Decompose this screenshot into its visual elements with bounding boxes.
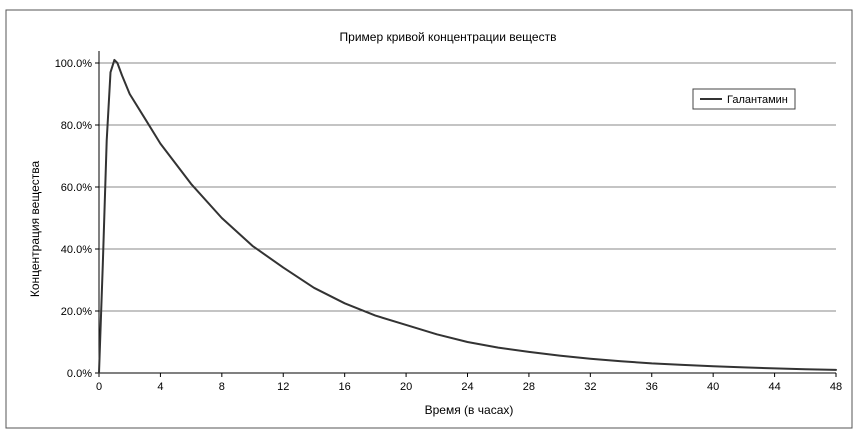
y-tick-label: 80.0% <box>61 120 92 132</box>
x-tick-label: 48 <box>830 381 842 393</box>
x-tick-label: 4 <box>157 381 163 393</box>
x-tick-label: 40 <box>707 381 719 393</box>
x-tick-label: 24 <box>461 381 473 393</box>
y-tick-label: 60.0% <box>61 182 92 194</box>
gridlines <box>99 62 836 312</box>
x-tick-label: 32 <box>584 381 596 393</box>
x-tick-label: 0 <box>96 381 102 393</box>
axes <box>95 51 837 377</box>
x-tick-label: 28 <box>523 381 535 393</box>
x-tick-label: 20 <box>400 381 412 393</box>
x-axis-label: Время (в часах) <box>425 403 514 417</box>
y-axis-label: Концентрация вещества <box>28 161 42 298</box>
tick-labels: 0.0%20.0%40.0%60.0%80.0%100.0%0 4 8 12 16 20 2… <box>55 58 842 393</box>
x-tick-label: 8 <box>219 381 225 393</box>
legend-box <box>692 88 796 110</box>
x-tick-label: 44 <box>768 381 780 393</box>
x-tick-label: 16 <box>339 381 351 393</box>
legend: Галантамин <box>692 88 796 110</box>
series-group <box>98 58 837 374</box>
x-tick-label: 36 <box>646 381 658 393</box>
series-line-0 <box>98 58 837 374</box>
y-tick-label: 0.0% <box>67 368 92 380</box>
legend-entry-label: Галантамин <box>727 94 788 106</box>
y-tick-label: 40.0% <box>61 244 92 256</box>
x-tick-label: 12 <box>277 381 289 393</box>
chart-title: Пример кривой концентрации веществ <box>340 30 557 44</box>
y-tick-label: 100.0% <box>55 58 93 70</box>
chart-frame <box>5 9 853 429</box>
y-tick-label: 20.0% <box>61 306 92 318</box>
